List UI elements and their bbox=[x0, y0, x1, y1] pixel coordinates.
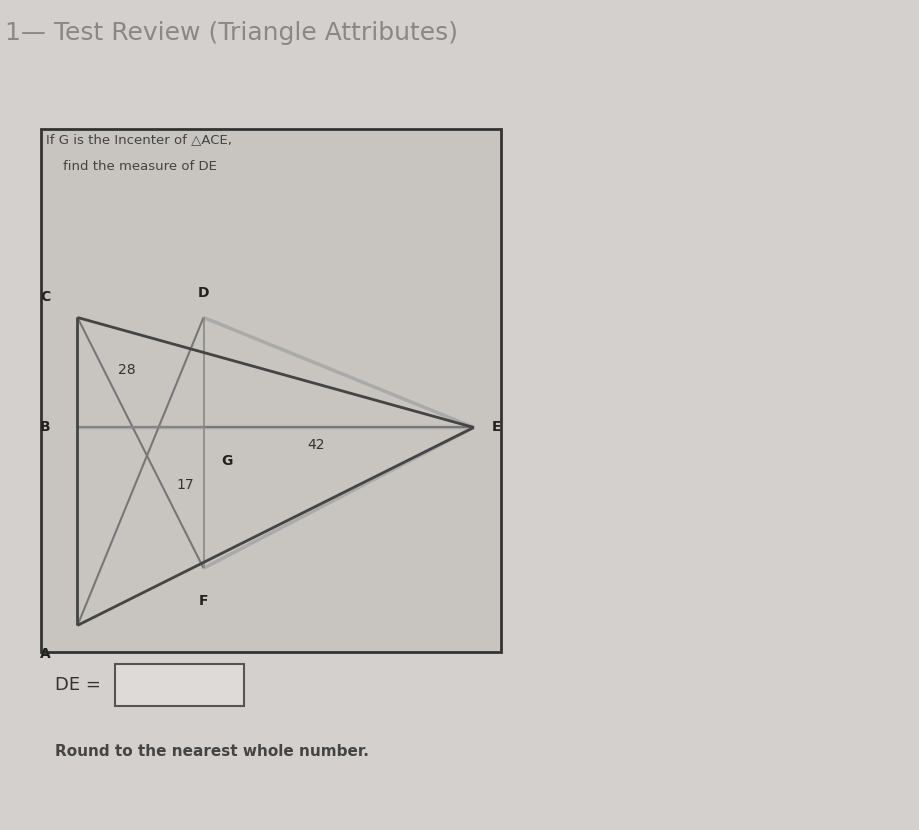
Text: E: E bbox=[492, 421, 502, 434]
Text: Round to the nearest whole number.: Round to the nearest whole number. bbox=[55, 744, 369, 759]
Text: 28: 28 bbox=[119, 364, 136, 378]
Text: F: F bbox=[199, 594, 209, 608]
Text: A: A bbox=[40, 647, 51, 662]
FancyBboxPatch shape bbox=[115, 664, 244, 706]
Text: find the measure of DE: find the measure of DE bbox=[46, 160, 217, 173]
Text: B: B bbox=[40, 421, 51, 434]
Text: D: D bbox=[198, 286, 210, 300]
Text: 1— Test Review (Triangle Attributes): 1— Test Review (Triangle Attributes) bbox=[5, 21, 458, 45]
Text: 17: 17 bbox=[176, 477, 194, 491]
Text: 42: 42 bbox=[307, 438, 325, 452]
Text: DE =: DE = bbox=[55, 676, 101, 694]
FancyBboxPatch shape bbox=[41, 129, 501, 652]
Text: C: C bbox=[40, 290, 51, 304]
Text: G: G bbox=[221, 454, 233, 467]
Text: If G is the Incenter of △ACE,: If G is the Incenter of △ACE, bbox=[46, 133, 232, 146]
